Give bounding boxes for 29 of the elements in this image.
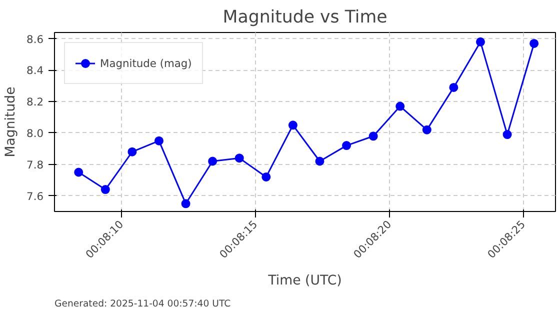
point — [181, 199, 190, 208]
chart-title: Magnitude vs Time — [222, 8, 388, 28]
y-tick-label: 7.8 — [26, 158, 44, 172]
y-axis-title: Magnitude — [4, 86, 19, 158]
point — [234, 154, 244, 163]
y-tick-label: 8.4 — [26, 64, 44, 78]
y-tick-label: 8.0 — [26, 126, 44, 140]
point — [315, 156, 324, 166]
point — [154, 136, 164, 146]
y-tick-label: 7.6 — [26, 190, 44, 203]
text: Generated: 2025-11-04 00:57:40 UTC — [54, 298, 231, 310]
point — [74, 168, 84, 177]
point — [208, 156, 218, 166]
point — [530, 39, 539, 48]
y-tick-label: 8.6 — [26, 32, 44, 46]
point — [100, 185, 110, 194]
point — [422, 125, 432, 134]
point — [449, 82, 458, 92]
point — [288, 120, 298, 130]
legend-label: Magnitude (mag) — [100, 56, 192, 70]
point — [262, 172, 271, 182]
point — [128, 147, 137, 156]
point — [368, 132, 378, 141]
y-tick-label: 8.2 — [26, 96, 44, 109]
point — [396, 102, 405, 111]
point — [476, 37, 485, 46]
point — [342, 141, 352, 150]
x-axis-title: Time (UTC) — [267, 274, 342, 289]
point — [502, 130, 512, 140]
